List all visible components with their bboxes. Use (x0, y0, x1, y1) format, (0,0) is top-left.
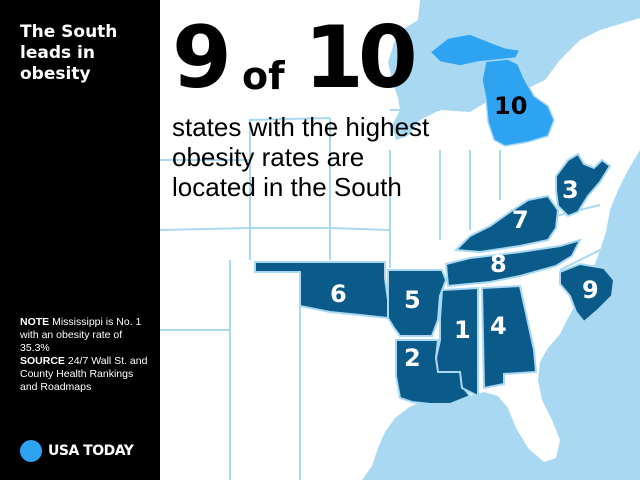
state-alabama (480, 284, 538, 390)
rank-label-arkansas: 5 (404, 286, 421, 314)
rank-label-oklahoma: 6 (330, 280, 347, 308)
state-mississippi (434, 286, 479, 398)
rank-label-west-virginia: 3 (562, 176, 579, 204)
state-tennessee (444, 238, 582, 288)
note-text: Mississippi is No. 1 with an obesity rat… (20, 316, 142, 354)
logo-circle-icon (20, 440, 42, 462)
map-svg (160, 0, 640, 480)
state-kentucky (453, 194, 560, 254)
rank-label-alabama: 4 (490, 312, 507, 340)
state-south-carolina (559, 262, 616, 324)
sidebar-title: The South leads in obesity (20, 22, 118, 84)
rank-label-mississippi: 1 (454, 316, 471, 344)
logo-text: USA TODAY (48, 443, 134, 459)
headline-total: 10 (304, 8, 418, 108)
usa-today-logo: USA TODAY (20, 440, 134, 462)
headline-connector: of (242, 54, 285, 98)
state-oklahoma (254, 261, 389, 320)
highlighted-south-states (254, 152, 616, 405)
subhead: states with the highest obesity rates ar… (172, 112, 430, 202)
source-text: 24/7 Wall St. and County Health Rankings… (20, 355, 148, 393)
rank-label-kentucky: 7 (512, 206, 529, 234)
sidebar: The South leads in obesity NOTE Mississi… (0, 0, 160, 480)
state-arkansas (387, 269, 448, 337)
source-label: SOURCE (20, 355, 65, 367)
rank-label-louisiana: 2 (404, 344, 421, 372)
state-michigan (481, 55, 555, 147)
state-west-virginia (555, 152, 612, 218)
us-map (160, 0, 640, 480)
michigan-upper-peninsula (428, 33, 522, 67)
headline-number: 9 (172, 8, 232, 108)
rank-label-south-carolina: 9 (582, 276, 599, 304)
note-label: NOTE (20, 316, 50, 328)
rank-label-tennessee: 8 (490, 250, 507, 278)
footnote: NOTE Mississippi is No. 1 with an obesit… (20, 316, 148, 394)
rank-label-michigan: 10 (494, 92, 528, 120)
